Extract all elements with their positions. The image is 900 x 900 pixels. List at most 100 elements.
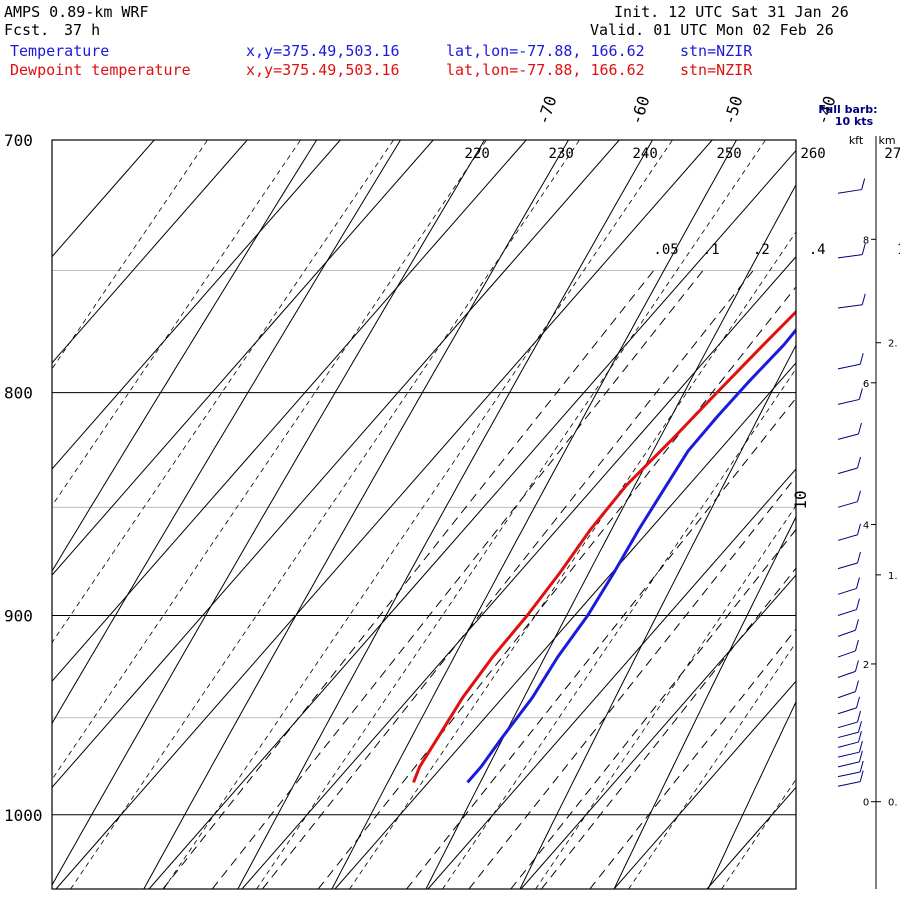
dew-stn: stn=NZIR (680, 61, 753, 79)
plot-frame (51, 139, 797, 890)
moist-adiabat-line (52, 140, 394, 644)
dew-xy: x,y=375.49,503.16 (246, 61, 400, 79)
wind-barb-flag (854, 619, 859, 631)
dry-adiabat-line (425, 183, 796, 889)
temperature-tick-label: -60 (626, 94, 653, 127)
wind-barb-flag (857, 490, 861, 502)
wind-barb (837, 353, 864, 370)
wind-barb-flag (859, 760, 864, 773)
isotherm-line (427, 468, 796, 889)
moist-adiabat-line (442, 368, 796, 889)
wind-barb-flag (861, 293, 866, 305)
mixing-ratio-line (317, 286, 796, 889)
dewpoint-profile-line (412, 309, 796, 783)
wind-barb-flag (857, 730, 862, 743)
wind-barb (837, 770, 864, 787)
isotherm-line (52, 140, 434, 576)
dry-adiabat-line (707, 700, 796, 889)
forecast-label: Fcst. (4, 21, 50, 39)
dry-adiabat-line (52, 140, 401, 725)
wind-barb (837, 741, 863, 758)
km-label: km (878, 134, 895, 147)
wind-barb-staff (837, 587, 857, 595)
isotherm-line (520, 574, 796, 889)
wind-barb (837, 456, 861, 475)
isotherm-line (52, 140, 248, 364)
km-tick-label: 1. (888, 571, 898, 582)
theta-label: 260 (800, 146, 825, 162)
wind-barb-flag (859, 770, 864, 782)
wind-barb (837, 680, 859, 699)
wind-barb-flag (859, 353, 864, 365)
wind-barb-staff (837, 707, 857, 715)
wind-barb-staff (837, 721, 858, 729)
wind-barb-flag (857, 721, 862, 733)
wind-barb (837, 750, 863, 768)
theta-e-label: 10 (791, 490, 810, 509)
wind-barb (837, 178, 866, 194)
wind-barb-staff (837, 629, 856, 637)
theta-label: 240 (632, 146, 657, 162)
moist-adiabat-line (535, 504, 796, 889)
mixing-ratio-label: .2 (753, 242, 770, 258)
isotherm-line (55, 140, 713, 889)
theta-label: 220 (465, 146, 490, 162)
mixing-ratio-line (162, 270, 655, 889)
wind-barb (837, 523, 861, 541)
valid-time: Valid. 01 UTC Mon 02 Feb 26 (590, 21, 834, 39)
wind-barb-staff (837, 650, 856, 658)
dry-adiabat-line (237, 140, 653, 889)
wind-barb-flag (858, 741, 863, 753)
moist-adiabat-line (52, 140, 487, 781)
wind-barb-flag (858, 750, 863, 763)
wind-barb (837, 619, 859, 637)
mixing-ratio-line (211, 270, 704, 889)
wind-barb (837, 577, 860, 595)
wind-barb (837, 710, 861, 729)
wind-barb-flag (857, 523, 861, 535)
wind-barb (837, 721, 862, 739)
mixing-ratio-label: .05 (653, 242, 678, 258)
temp-stn: stn=NZIR (680, 42, 753, 60)
wind-barb-staff (837, 691, 856, 699)
moist-adiabat-line (815, 140, 900, 889)
mixing-ratio-label: .1 (703, 242, 720, 258)
wind-barb-flag (856, 577, 860, 589)
wind-barb-staff (837, 534, 858, 541)
wind-barb-flag (856, 696, 860, 709)
dry-adiabat-line (52, 140, 318, 572)
wind-barb-flag (857, 456, 861, 469)
dry-adiabat-line (613, 515, 796, 889)
kft-tick-label: 0 (863, 798, 869, 809)
sounding-profiles (412, 309, 796, 784)
kft-tick-label: 2 (863, 660, 869, 671)
wind-barb-flag (857, 551, 861, 564)
barb-legend-line1: Full barb: (818, 103, 877, 116)
wind-barb-flag (857, 710, 861, 723)
wind-barb-staff (837, 398, 860, 405)
barb-legend-line2: 10 kts (835, 115, 874, 128)
wind-barb-flag (856, 598, 860, 610)
kft-tick-label: 4 (863, 520, 869, 531)
wind-barb-staff (837, 433, 859, 440)
init-time: Init. 12 UTC Sat 31 Jan 26 (614, 3, 849, 21)
wind-barb-staff (837, 467, 858, 475)
background-lines (52, 140, 900, 889)
legend-dewpoint: Dewpoint temperature (10, 61, 191, 79)
wind-barb-flag (858, 388, 863, 400)
wind-barb (837, 660, 859, 678)
dew-latlon: lat,lon=-77.88, 166.62 (446, 61, 645, 79)
wind-barb-flag (861, 243, 866, 255)
theta-label: 270 (884, 146, 900, 162)
pressure-tick-label: 1000 (4, 806, 43, 825)
height-ticks: 0 2 4 6 8 0. 1. 2. (863, 235, 898, 808)
mixing-ratio-line (262, 270, 754, 889)
wind-barb-staff (837, 609, 857, 616)
wind-barb-flag (861, 178, 866, 190)
wind-barb-staff (837, 189, 862, 194)
isotherm-line (706, 786, 796, 889)
wind-barb-staff (837, 562, 858, 570)
temperature-profile-line (466, 327, 796, 784)
temperature-tick-label: -70 (533, 94, 560, 127)
moist-adiabat-line (628, 641, 796, 889)
